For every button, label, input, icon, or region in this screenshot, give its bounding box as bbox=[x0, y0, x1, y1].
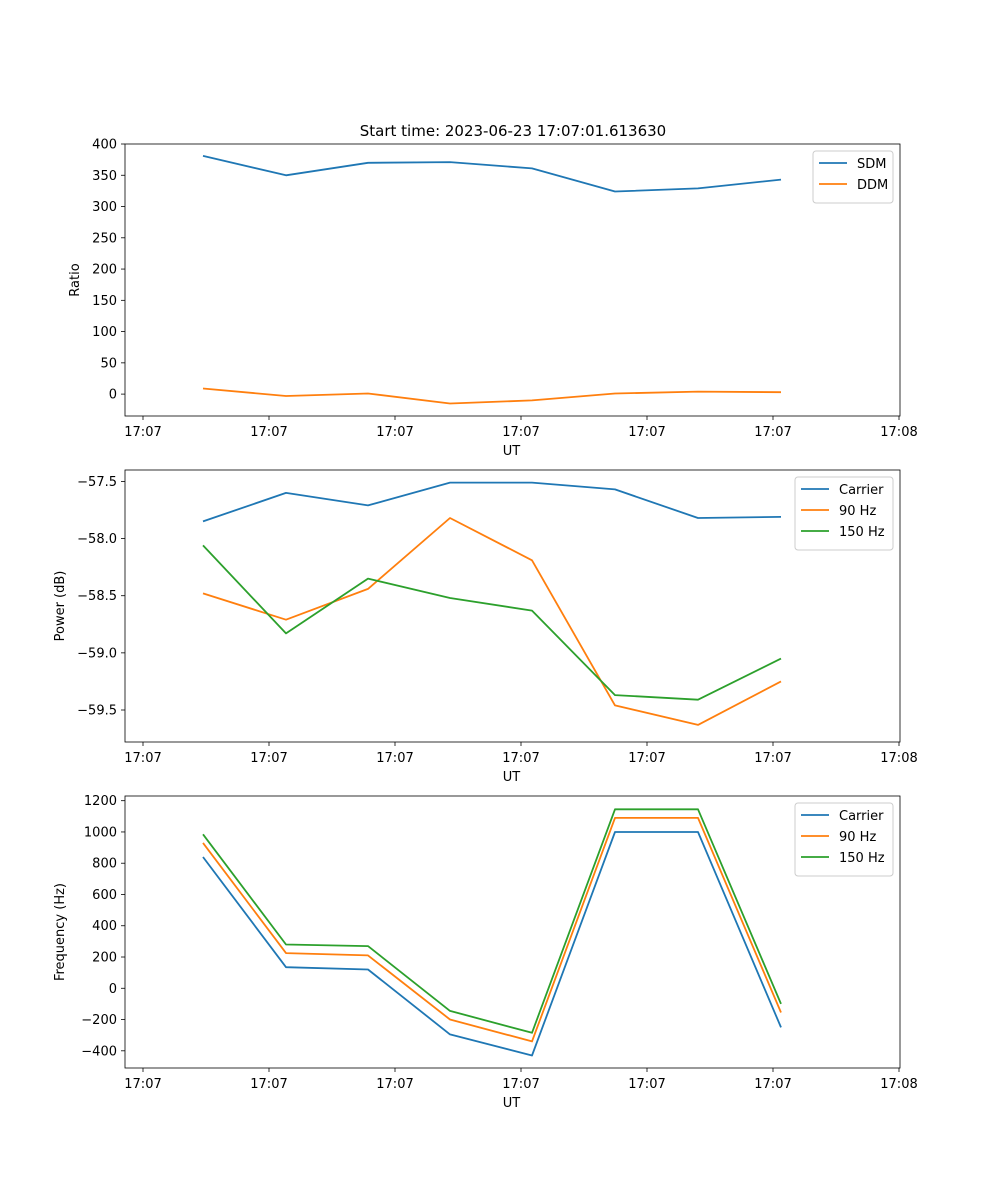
x-tick-label: 17:07 bbox=[124, 751, 161, 766]
series-line-carrier bbox=[202, 481, 782, 523]
legend-label: Carrier bbox=[839, 483, 884, 498]
chart-panel-3: −400 −200 0 200 400 600 800 1000 1200 17:07 17:07 1… bbox=[53, 794, 918, 1111]
legend-box bbox=[812, 150, 894, 204]
legend-label: 150 Hz bbox=[839, 525, 885, 540]
x-tick-label: 17:07 bbox=[502, 425, 539, 440]
y-tick-label: −59.5 bbox=[77, 704, 117, 719]
y-tick-label: 400 bbox=[92, 138, 117, 153]
x-tick-label: 17:07 bbox=[250, 425, 287, 440]
y-tick-label: 1200 bbox=[84, 794, 117, 809]
chart-panel-1: 0 50 100 150 200 250 300 350 400 17:07 17:07 17:07 1… bbox=[68, 138, 918, 460]
plot-frame bbox=[124, 143, 901, 417]
x-tick-label: 17:07 bbox=[502, 751, 539, 766]
legend-label: DDM bbox=[857, 178, 888, 193]
y-tick-label: 800 bbox=[92, 857, 117, 872]
y-tick-label: −200 bbox=[81, 1013, 117, 1028]
y-tick-label: −58.5 bbox=[77, 589, 117, 604]
series-line-150-hz bbox=[202, 544, 782, 701]
x-tick-label: 17:07 bbox=[124, 1077, 161, 1092]
x-tick-label: 17:07 bbox=[754, 751, 791, 766]
y-tick-label: −57.5 bbox=[77, 475, 117, 490]
y-tick-label: −400 bbox=[81, 1044, 117, 1059]
series-line-sdm bbox=[202, 155, 782, 193]
legend: SDM DDM bbox=[812, 150, 894, 204]
series-line-90-hz bbox=[202, 817, 782, 1043]
y-tick-label: 1000 bbox=[84, 825, 117, 840]
series-line-ddm bbox=[202, 387, 782, 405]
y-tick-label: 100 bbox=[92, 325, 117, 340]
legend: Carrier 90 Hz 150 Hz bbox=[794, 476, 894, 551]
x-tick-label: 17:07 bbox=[376, 425, 413, 440]
legend-label: Carrier bbox=[839, 809, 884, 824]
legend-label: 90 Hz bbox=[839, 504, 876, 519]
legend-label: 90 Hz bbox=[839, 830, 876, 845]
series-line-90-hz bbox=[202, 517, 782, 726]
x-tick-label: 17:07 bbox=[250, 1077, 287, 1092]
x-axis-label: UT bbox=[503, 444, 521, 459]
chart-panel-2: −59.5 −59.0 −58.5 −58.0 −57.5 17:07 17:07 17:07… bbox=[53, 469, 918, 785]
y-tick-label: −59.0 bbox=[77, 646, 117, 661]
x-tick-label: 17:07 bbox=[124, 425, 161, 440]
x-tick-label: 17:07 bbox=[628, 425, 665, 440]
figure-title: Start time: 2023-06-23 17:07:01.613630 bbox=[360, 122, 666, 140]
y-tick-label: 150 bbox=[92, 294, 117, 309]
x-tick-label: 17:07 bbox=[628, 751, 665, 766]
y-axis-label: Frequency (Hz) bbox=[53, 883, 68, 981]
x-tick-label: 17:07 bbox=[250, 751, 287, 766]
charts-container: 0 50 100 150 200 250 300 350 400 17:07 17:07 17:07 1… bbox=[53, 138, 918, 1112]
y-axis-label: Ratio bbox=[68, 263, 83, 296]
plot-frame bbox=[124, 469, 901, 743]
y-tick-label: 350 bbox=[92, 169, 117, 184]
plot-frame bbox=[124, 795, 901, 1069]
x-axis-label: UT bbox=[503, 770, 521, 785]
x-tick-label: 17:07 bbox=[628, 1077, 665, 1092]
y-tick-label: −58.0 bbox=[77, 532, 117, 547]
x-tick-label: 17:07 bbox=[502, 1077, 539, 1092]
series-line-150-hz bbox=[202, 808, 782, 1034]
y-tick-label: 50 bbox=[100, 356, 117, 371]
y-tick-label: 300 bbox=[92, 200, 117, 215]
series-line-carrier bbox=[202, 831, 782, 1057]
y-tick-label: 250 bbox=[92, 231, 117, 246]
y-tick-label: 0 bbox=[109, 982, 117, 997]
legend: Carrier 90 Hz 150 Hz bbox=[794, 802, 894, 877]
legend-label: 150 Hz bbox=[839, 851, 885, 866]
x-tick-label: 17:07 bbox=[376, 1077, 413, 1092]
x-axis-label: UT bbox=[503, 1096, 521, 1111]
x-tick-label: 17:07 bbox=[754, 1077, 791, 1092]
y-tick-label: 200 bbox=[92, 263, 117, 278]
y-tick-label: 400 bbox=[92, 919, 117, 934]
x-tick-label: 17:08 bbox=[880, 1077, 917, 1092]
x-tick-label: 17:08 bbox=[880, 425, 917, 440]
y-axis-label: Power (dB) bbox=[53, 571, 68, 642]
y-tick-label: 0 bbox=[109, 388, 117, 403]
x-tick-label: 17:07 bbox=[376, 751, 413, 766]
x-tick-label: 17:08 bbox=[880, 751, 917, 766]
legend-label: SDM bbox=[857, 157, 886, 172]
y-tick-label: 600 bbox=[92, 888, 117, 903]
x-tick-label: 17:07 bbox=[754, 425, 791, 440]
y-tick-label: 200 bbox=[92, 951, 117, 966]
